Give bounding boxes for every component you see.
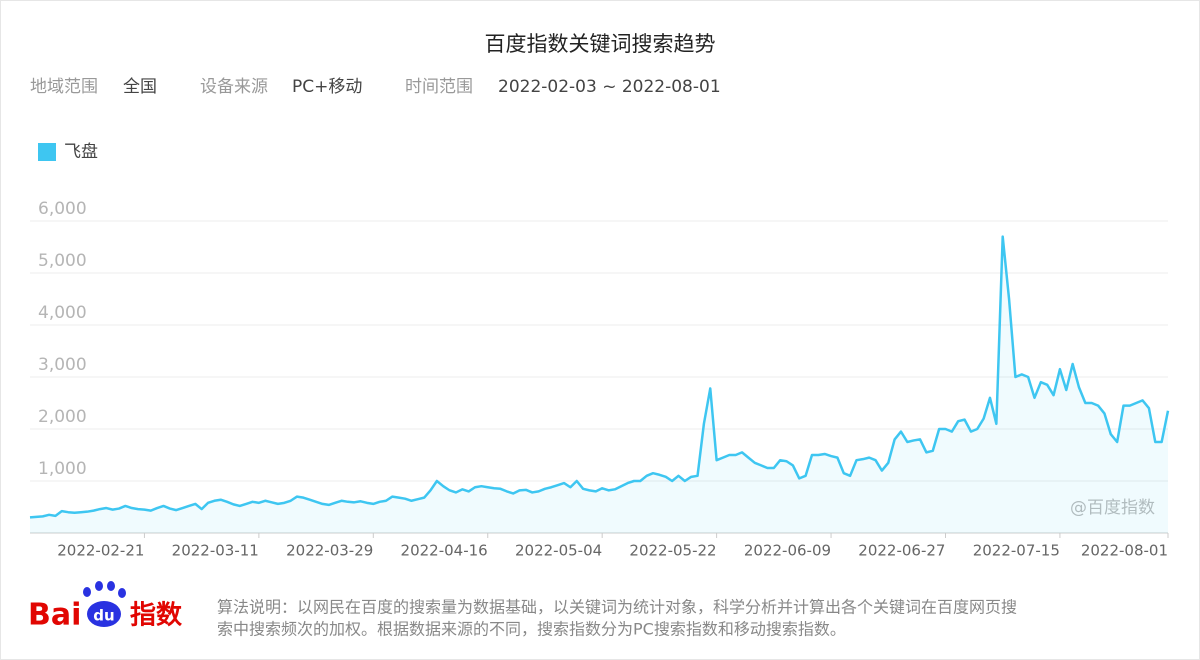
paw-toe	[118, 588, 126, 598]
x-tick-label: 2022-07-15	[973, 542, 1060, 560]
logo-text: du	[93, 607, 114, 625]
filter-value: 2022-02-03 ~ 2022-08-01	[498, 77, 721, 97]
area	[30, 236, 1168, 533]
logo: Bai du 指数	[28, 581, 183, 633]
watermark: @百度指数	[1070, 498, 1155, 518]
paw-toe	[107, 581, 115, 591]
x-tick-label: 2022-04-16	[401, 542, 488, 560]
logo-text: Bai	[28, 598, 81, 633]
legend-label: 飞盘	[64, 142, 98, 162]
filter-value: PC+移动	[292, 77, 362, 97]
paw-pad	[87, 601, 121, 627]
logo-text: 指数	[130, 601, 183, 631]
line	[29, 235, 1170, 519]
x-tick-label: 2022-03-11	[172, 542, 259, 560]
filter-label: 地域范围	[30, 77, 98, 97]
x-tick-label: 2022-08-01	[1081, 542, 1168, 560]
y-tick-label: 5,000	[38, 251, 87, 271]
x-tick-label: 2022-03-29	[286, 542, 373, 560]
x-tick-label: 2022-05-22	[629, 542, 716, 560]
filter-label: 设备来源	[200, 77, 268, 97]
paw-toe	[95, 581, 103, 591]
note: 索中搜索频次的加权。根据数据来源的不同，搜索指数分为PC搜索指数和移动搜索指数。	[217, 620, 846, 639]
y-tick-label: 4,000	[38, 303, 87, 323]
legend-swatch	[38, 143, 56, 161]
y-tick-label: 6,000	[38, 199, 87, 219]
x-tick-label: 2022-02-21	[57, 542, 144, 560]
filter-label: 时间范围	[405, 77, 473, 97]
x-tick-label: 2022-06-27	[858, 542, 945, 560]
y-tick-label: 3,000	[38, 355, 87, 375]
paw-toe	[83, 587, 91, 597]
filter-value: 全国	[123, 77, 157, 97]
note: 算法说明：以网民在百度的搜索量为数据基础，以关键词为统计对象，科学分析并计算出各…	[217, 598, 1017, 617]
chart-title: 百度指数关键词搜索趋势	[485, 32, 716, 56]
x-tick-label: 2022-05-04	[515, 542, 602, 560]
y-tick-label: 2,000	[38, 407, 87, 427]
x-tick-label: 2022-06-09	[744, 542, 831, 560]
y-tick-label: 1,000	[38, 459, 87, 479]
